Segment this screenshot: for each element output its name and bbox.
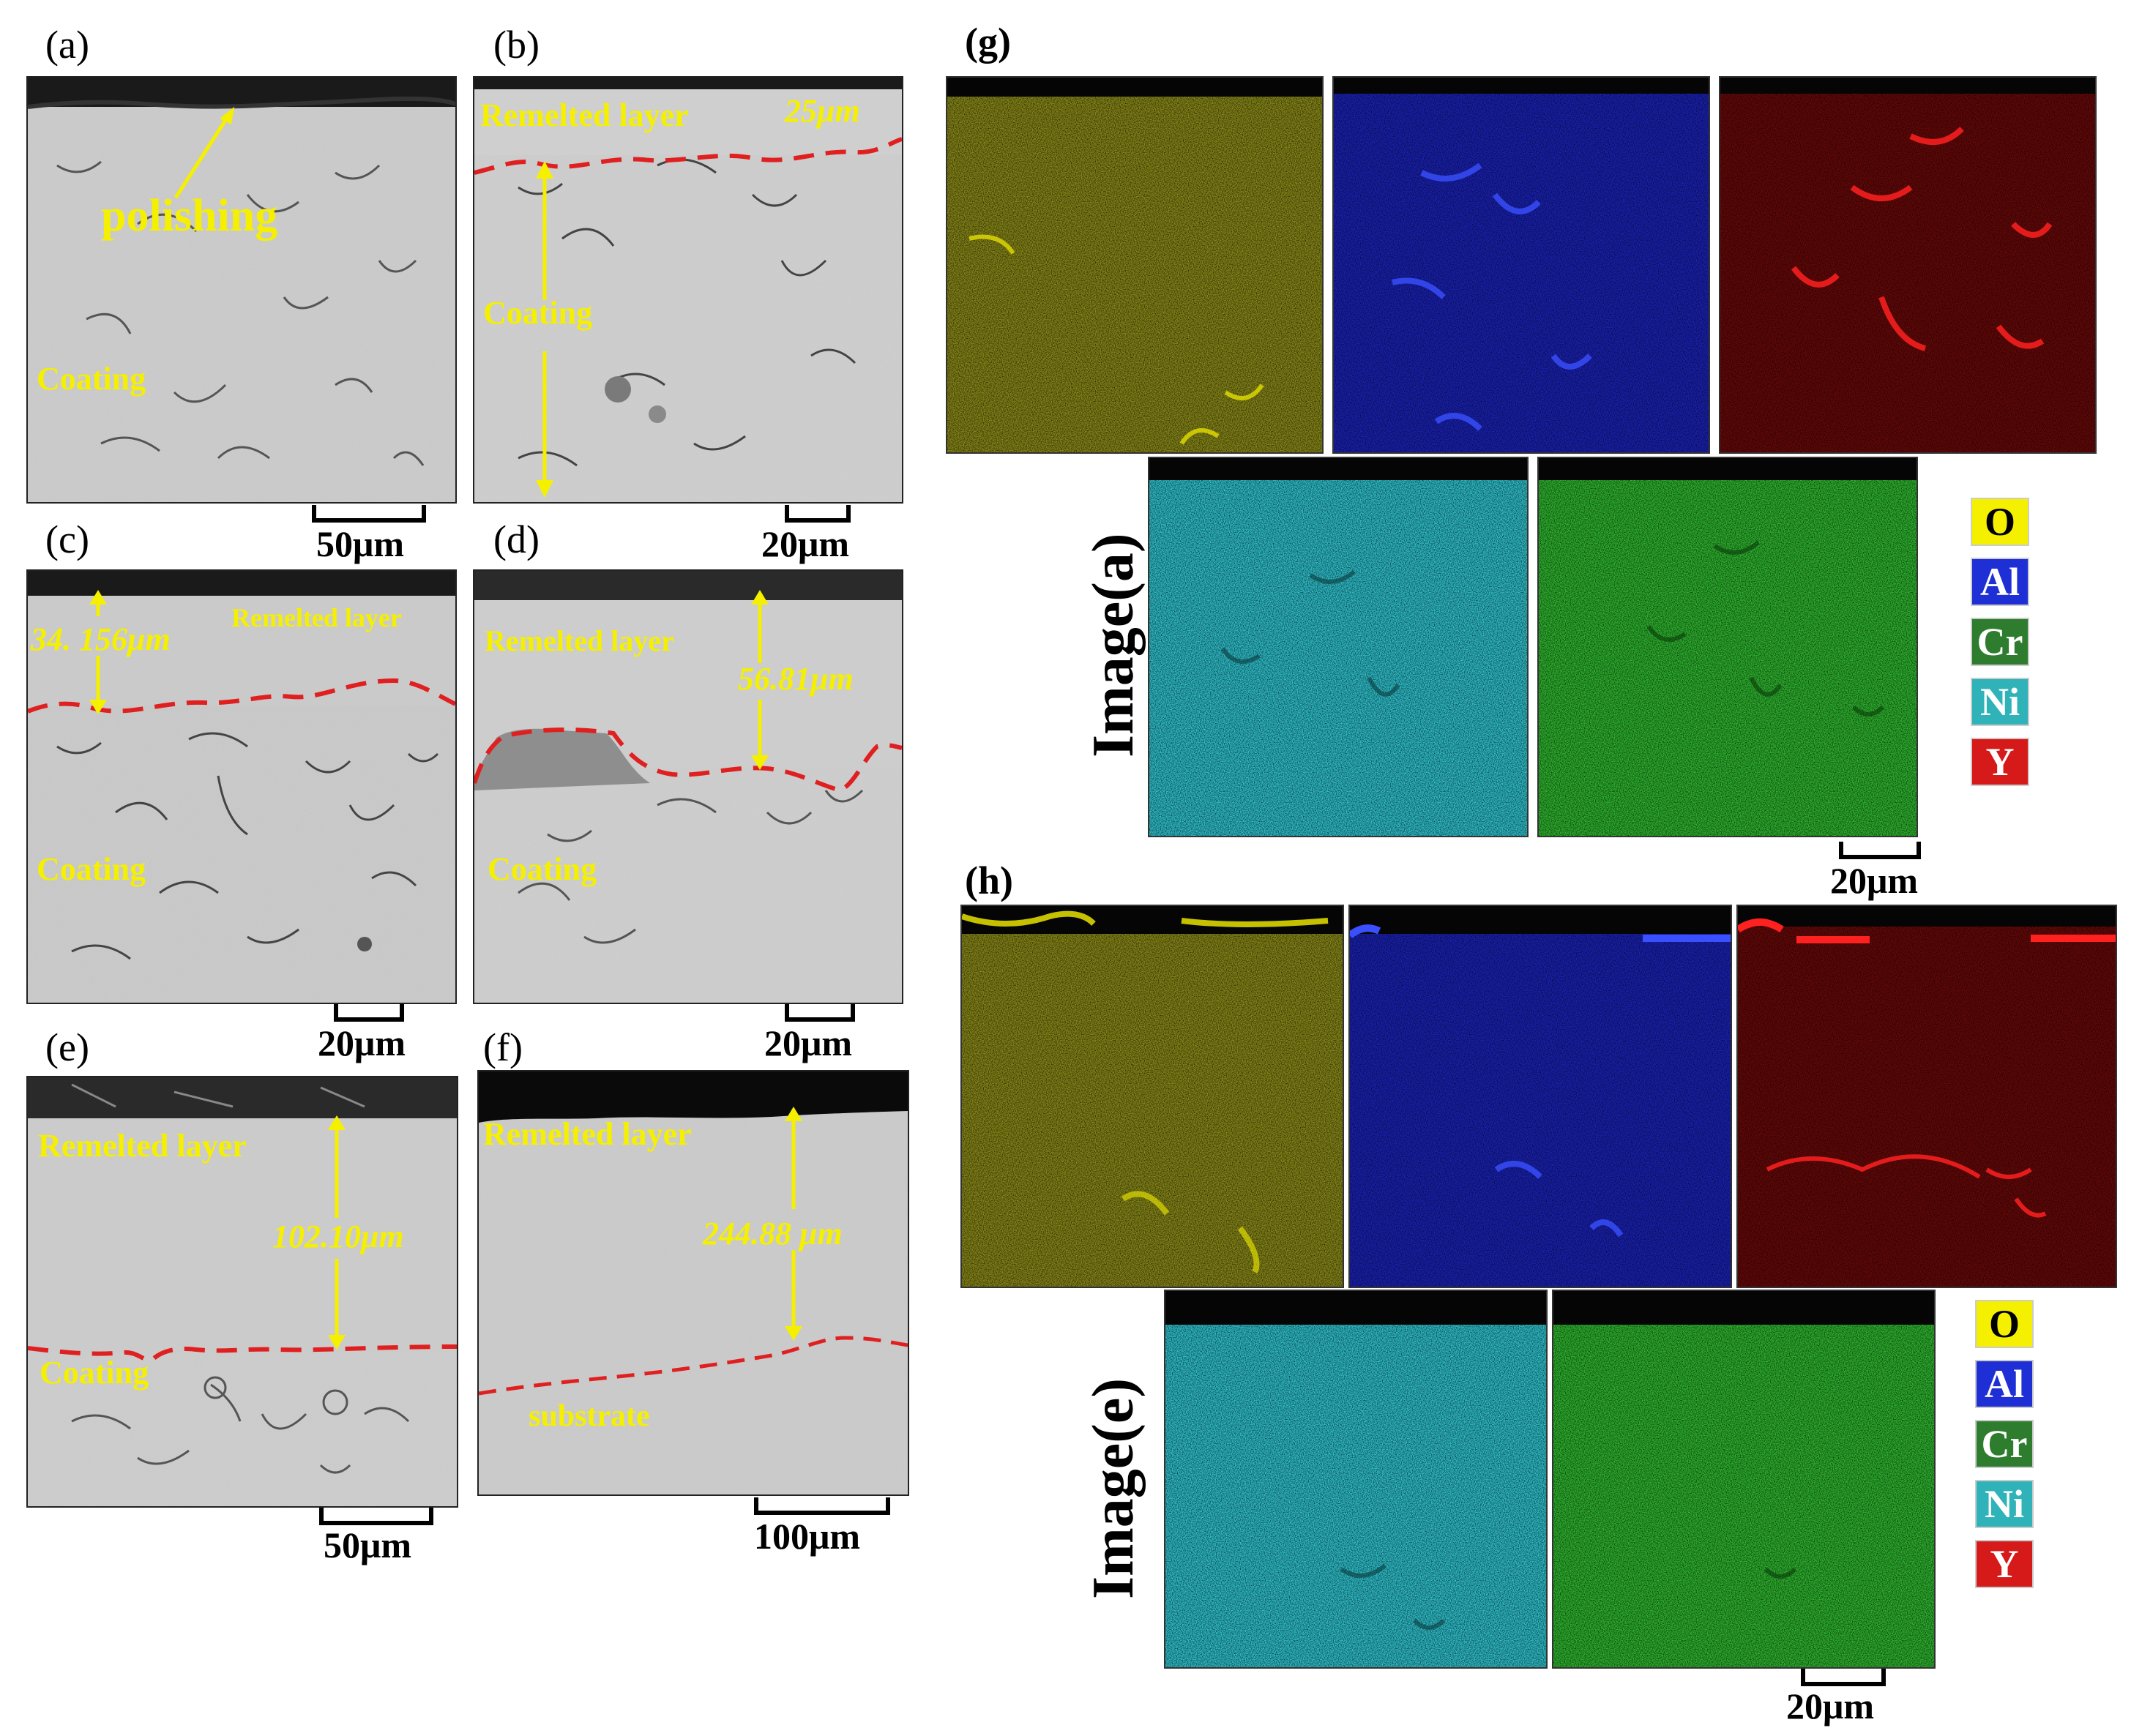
map-g-Al bbox=[1332, 76, 1710, 454]
panel-d-scale-text: 20μm bbox=[764, 1022, 852, 1063]
panel-f-remelted-label: Remelted layer bbox=[483, 1116, 692, 1152]
legend-g-item-Cr: Cr bbox=[1971, 618, 2029, 666]
map-h-Ni bbox=[1164, 1290, 1548, 1669]
panel-f-scale-text: 100μm bbox=[754, 1516, 860, 1557]
panel-d-remelted-label: Remelted layer bbox=[485, 624, 674, 657]
map-g-scale-bar bbox=[1839, 842, 1921, 859]
panel-e-sem-image bbox=[26, 1076, 458, 1508]
panel-e-thickness-arrow bbox=[328, 1115, 346, 1350]
map-h-Cr bbox=[1552, 1290, 1936, 1669]
map-h-image-label: Image(e) bbox=[1081, 1377, 1146, 1599]
panel-c-thickness-arrow bbox=[89, 590, 107, 714]
panel-a-polishing-arrow bbox=[173, 107, 234, 199]
panel-g-label: (g) bbox=[965, 20, 1011, 64]
panel-f-scale-bar bbox=[754, 1497, 890, 1515]
panel-e-label: (e) bbox=[45, 1025, 89, 1069]
map-g-Ni bbox=[1148, 457, 1529, 837]
legend-h-item-Ni: Ni bbox=[1975, 1480, 2034, 1528]
panel-e-scale-text: 50μm bbox=[324, 1524, 411, 1565]
map-g-Y bbox=[1719, 76, 2097, 454]
panel-a-polishing-label: polishing bbox=[101, 191, 278, 241]
panel-a-sem-image bbox=[26, 76, 457, 504]
map-g-Cr bbox=[1537, 457, 1918, 837]
panel-f-label: (f) bbox=[483, 1025, 523, 1069]
panel-c-scale-text: 20μm bbox=[318, 1022, 406, 1063]
map-g-O bbox=[946, 76, 1324, 454]
panel-f-sem-image bbox=[477, 1070, 909, 1496]
panel-d-coating-label: Coating bbox=[488, 851, 597, 887]
legend-h: O Al Cr Ni Y bbox=[1975, 1300, 2037, 1600]
panel-b-thickness-label: 25μm bbox=[785, 93, 860, 129]
panel-h-label: (h) bbox=[965, 858, 1013, 902]
map-h-Al bbox=[1348, 905, 1732, 1288]
panel-b-scale-bar bbox=[785, 505, 851, 523]
panel-e-scale-bar bbox=[319, 1508, 433, 1525]
panel-f-substrate-label: substrate bbox=[529, 1399, 650, 1433]
panel-a-scale-bar bbox=[312, 505, 426, 523]
panel-d-scale-bar bbox=[785, 1004, 855, 1022]
panel-c-coating-label: Coating bbox=[37, 851, 146, 887]
panel-b-label: (b) bbox=[493, 23, 540, 67]
legend-h-item-Y: Y bbox=[1975, 1540, 2034, 1588]
legend-g-item-Al: Al bbox=[1971, 558, 2029, 606]
panel-b-coating-label: Coating bbox=[483, 295, 593, 331]
panel-b-scale-text: 20μm bbox=[761, 523, 849, 564]
panel-e-remelted-label: Remelted layer bbox=[38, 1128, 247, 1164]
panel-e-thickness-label: 102.10μm bbox=[272, 1219, 404, 1254]
legend-g-item-Ni: Ni bbox=[1971, 678, 2029, 726]
panel-b-thickness-arrow bbox=[536, 161, 553, 498]
map-h-O bbox=[960, 905, 1344, 1288]
panel-b-remelted-label: Remelted layer bbox=[480, 97, 689, 133]
panel-c-label: (c) bbox=[45, 517, 89, 561]
panel-d-sem-image bbox=[473, 569, 903, 1004]
legend-h-item-O: O bbox=[1975, 1300, 2034, 1348]
panel-d-thickness-label: 56.81μm bbox=[738, 661, 854, 697]
legend-g-item-Y: Y bbox=[1971, 738, 2029, 786]
map-g-scale-text: 20μm bbox=[1830, 860, 1918, 901]
panel-c-scale-bar bbox=[334, 1004, 404, 1022]
panel-a-scale-text: 50μm bbox=[316, 523, 404, 564]
map-h-scale-bar bbox=[1801, 1669, 1886, 1686]
map-h-scale-text: 20μm bbox=[1786, 1686, 1874, 1726]
legend-h-item-Cr: Cr bbox=[1975, 1420, 2034, 1468]
panel-f-thickness-label: 244.88 μm bbox=[703, 1216, 843, 1252]
legend-h-item-Al: Al bbox=[1975, 1360, 2034, 1408]
panel-d-thickness-arrow bbox=[751, 590, 769, 770]
panel-c-remelted-label: Remelted layer bbox=[231, 603, 402, 632]
panel-f-thickness-arrow bbox=[785, 1107, 802, 1341]
legend-g-item-O: O bbox=[1971, 498, 2029, 546]
panel-a-label: (a) bbox=[45, 23, 89, 67]
panel-e-coating-label: Coating bbox=[40, 1355, 149, 1391]
panel-d-label: (d) bbox=[493, 517, 540, 561]
panel-c-sem-image bbox=[26, 569, 457, 1004]
panel-a-coating-label: Coating bbox=[37, 361, 146, 397]
map-h-Y bbox=[1736, 905, 2117, 1288]
legend-g: O Al Cr Ni Y bbox=[1971, 498, 2032, 798]
map-g-image-label: Image(a) bbox=[1081, 533, 1146, 757]
panel-c-thickness-label: 34. 156μm bbox=[31, 621, 171, 657]
